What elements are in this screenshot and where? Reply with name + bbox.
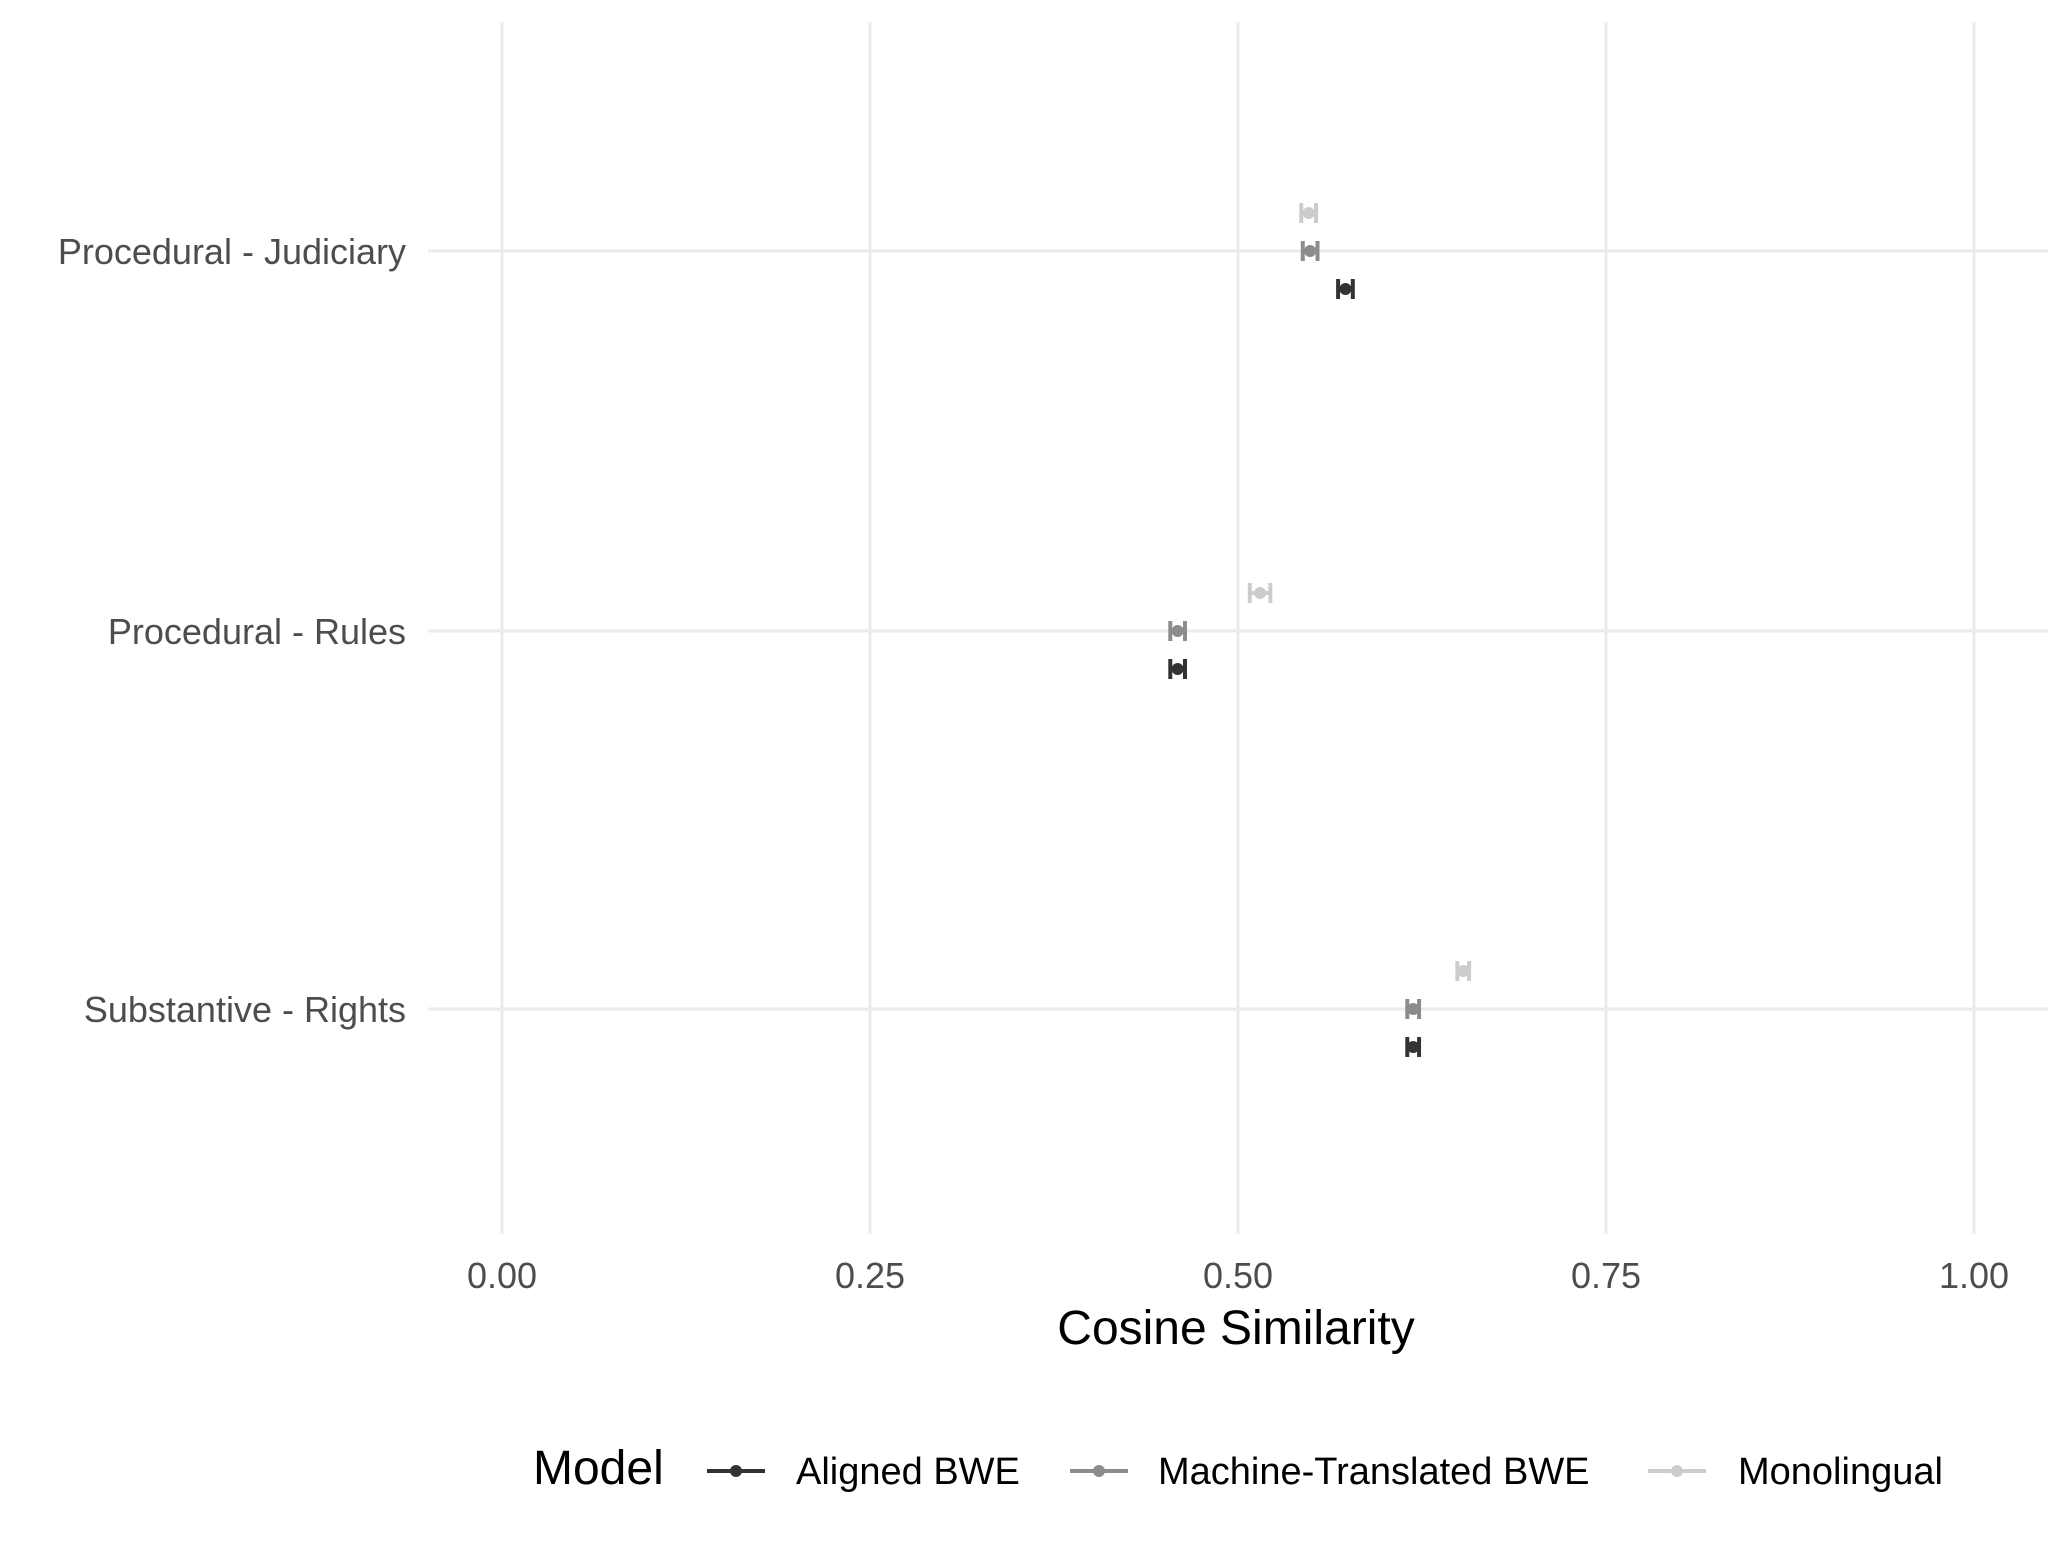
x-axis-labels: 0.00 0.25 0.50 0.75 1.00 — [467, 1255, 2009, 1296]
data-marks — [1168, 203, 1472, 1057]
legend: Model Aligned BWE Machine-Translated BWE M… — [533, 1442, 1943, 1495]
x-tick-label: 0.25 — [835, 1255, 905, 1296]
y-tick-label: Procedural - Rules — [108, 611, 406, 652]
legend-label: Machine-Translated BWE — [1158, 1451, 1590, 1493]
data-point — [1171, 663, 1184, 675]
legend-key-point — [1671, 1465, 1683, 1477]
data-point — [1302, 207, 1315, 219]
data-point — [1254, 587, 1267, 599]
y-tick-label: Procedural - Judiciary — [58, 231, 406, 272]
legend-title: Model — [533, 1442, 664, 1495]
errorbar-0-0 — [1336, 279, 1355, 299]
x-tick-label: 1.00 — [1939, 1255, 2009, 1296]
errorbar-0-2 — [1405, 1037, 1422, 1057]
data-point — [1339, 283, 1352, 295]
errorbar-2-2 — [1455, 961, 1472, 981]
errorbar-1-2 — [1405, 999, 1422, 1019]
legend-item: Aligned BWE — [707, 1451, 1020, 1493]
legend-label: Monolingual — [1738, 1451, 1943, 1493]
legend-key-point — [730, 1465, 742, 1477]
x-tick-label: 0.00 — [467, 1255, 537, 1296]
data-point — [1171, 625, 1184, 637]
errorbar-1-0 — [1300, 241, 1320, 261]
x-tick-label: 0.75 — [1571, 1255, 1641, 1296]
legend-item: Machine-Translated BWE — [1070, 1451, 1590, 1493]
legend-item: Monolingual — [1648, 1451, 1943, 1493]
data-point — [1407, 1041, 1420, 1053]
y-tick-label: Substantive - Rights — [84, 989, 406, 1030]
y-axis-labels: Procedural - Judiciary Procedural - Rules… — [58, 231, 406, 1030]
grid-layer — [428, 22, 2048, 1234]
x-axis-title: Cosine Similarity — [1057, 1302, 1414, 1355]
data-point — [1304, 245, 1317, 257]
errorbar-2-1 — [1247, 583, 1273, 603]
legend-key-point — [1093, 1465, 1105, 1477]
errorbar-1-1 — [1168, 621, 1188, 641]
data-point — [1457, 965, 1470, 977]
errorbar-2-0 — [1299, 203, 1319, 223]
data-point — [1407, 1003, 1420, 1015]
legend-items: Aligned BWE Machine-Translated BWE Monolin… — [707, 1451, 1943, 1493]
x-tick-label: 0.50 — [1203, 1255, 1273, 1296]
errorbar-0-1 — [1168, 659, 1188, 679]
legend-label: Aligned BWE — [796, 1451, 1020, 1493]
